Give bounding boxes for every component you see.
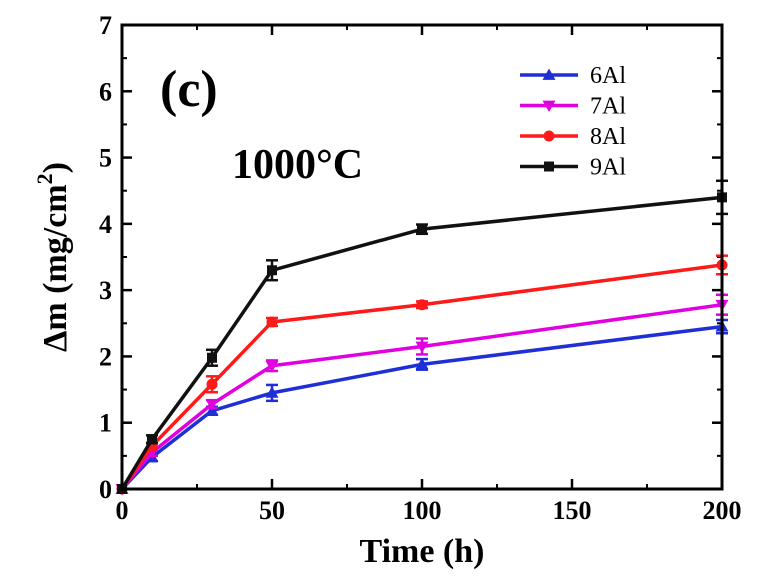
y-axis-title: Δm (mg/cm2)	[32, 162, 74, 352]
data-point	[265, 360, 279, 373]
series-8Al	[116, 254, 728, 495]
y-axis-title-main: Δm (mg/cm	[37, 184, 74, 352]
series-7Al	[115, 293, 729, 496]
series-line	[120, 195, 723, 490]
legend-item-9Al: 9Al	[520, 155, 626, 181]
legend-item-8Al: 8Al	[520, 124, 626, 150]
x-tick-labels: 0 50 100 150 200	[116, 496, 742, 525]
legend-label: 6Al	[590, 63, 626, 89]
temperature-annotation: 1000°C	[232, 142, 363, 188]
legend-marker	[542, 68, 556, 80]
legend-marker	[543, 130, 555, 142]
y-tick-label: 7	[99, 11, 112, 40]
y-tick-label: 3	[99, 276, 112, 305]
series-line	[120, 263, 723, 490]
y-axis-title-close: )	[37, 162, 74, 173]
data-point	[417, 224, 427, 235]
data-point	[415, 341, 429, 353]
legend-label: 9Al	[590, 155, 626, 181]
x-tick-label: 50	[259, 496, 285, 525]
series-layer	[115, 179, 729, 496]
data-point	[415, 357, 429, 370]
x-axis-title: Time (h)	[360, 533, 485, 570]
legend: 6Al 7Al 8Al 9Al	[520, 63, 626, 181]
plot-frame	[120, 23, 724, 491]
x-tick-label: 100	[403, 496, 442, 525]
data-point	[416, 299, 428, 311]
y-tick-label: 6	[99, 77, 112, 106]
legend-item-6Al: 6Al	[520, 63, 626, 89]
legend-marker	[544, 161, 554, 172]
data-point	[205, 399, 219, 411]
y-tick-label: 4	[99, 210, 112, 239]
series-line	[120, 302, 723, 491]
legend-label: 7Al	[590, 94, 626, 120]
data-point	[147, 434, 157, 445]
data-point	[206, 378, 218, 390]
y-tick-label: 2	[99, 342, 112, 371]
y-tick-label: 0	[99, 475, 112, 504]
x-tick-label: 150	[553, 496, 592, 525]
legend-marker	[542, 100, 556, 112]
data-point	[267, 265, 277, 276]
y-tick-label: 5	[99, 144, 112, 173]
data-point	[207, 352, 217, 363]
legend-item-7Al: 7Al	[520, 94, 626, 120]
panel-label: (c)	[160, 61, 218, 118]
x-tick-label: 0	[116, 496, 129, 525]
data-point	[266, 316, 278, 328]
y-axis-title-superscript: 2	[32, 173, 57, 184]
data-point	[265, 386, 279, 398]
series-line	[120, 324, 723, 491]
y-tick-label: 1	[99, 409, 112, 438]
legend-label: 8Al	[590, 124, 626, 150]
y-tick-labels: 0 1 2 3 4 5 6 7	[99, 11, 112, 504]
x-tick-label: 200	[703, 496, 742, 525]
